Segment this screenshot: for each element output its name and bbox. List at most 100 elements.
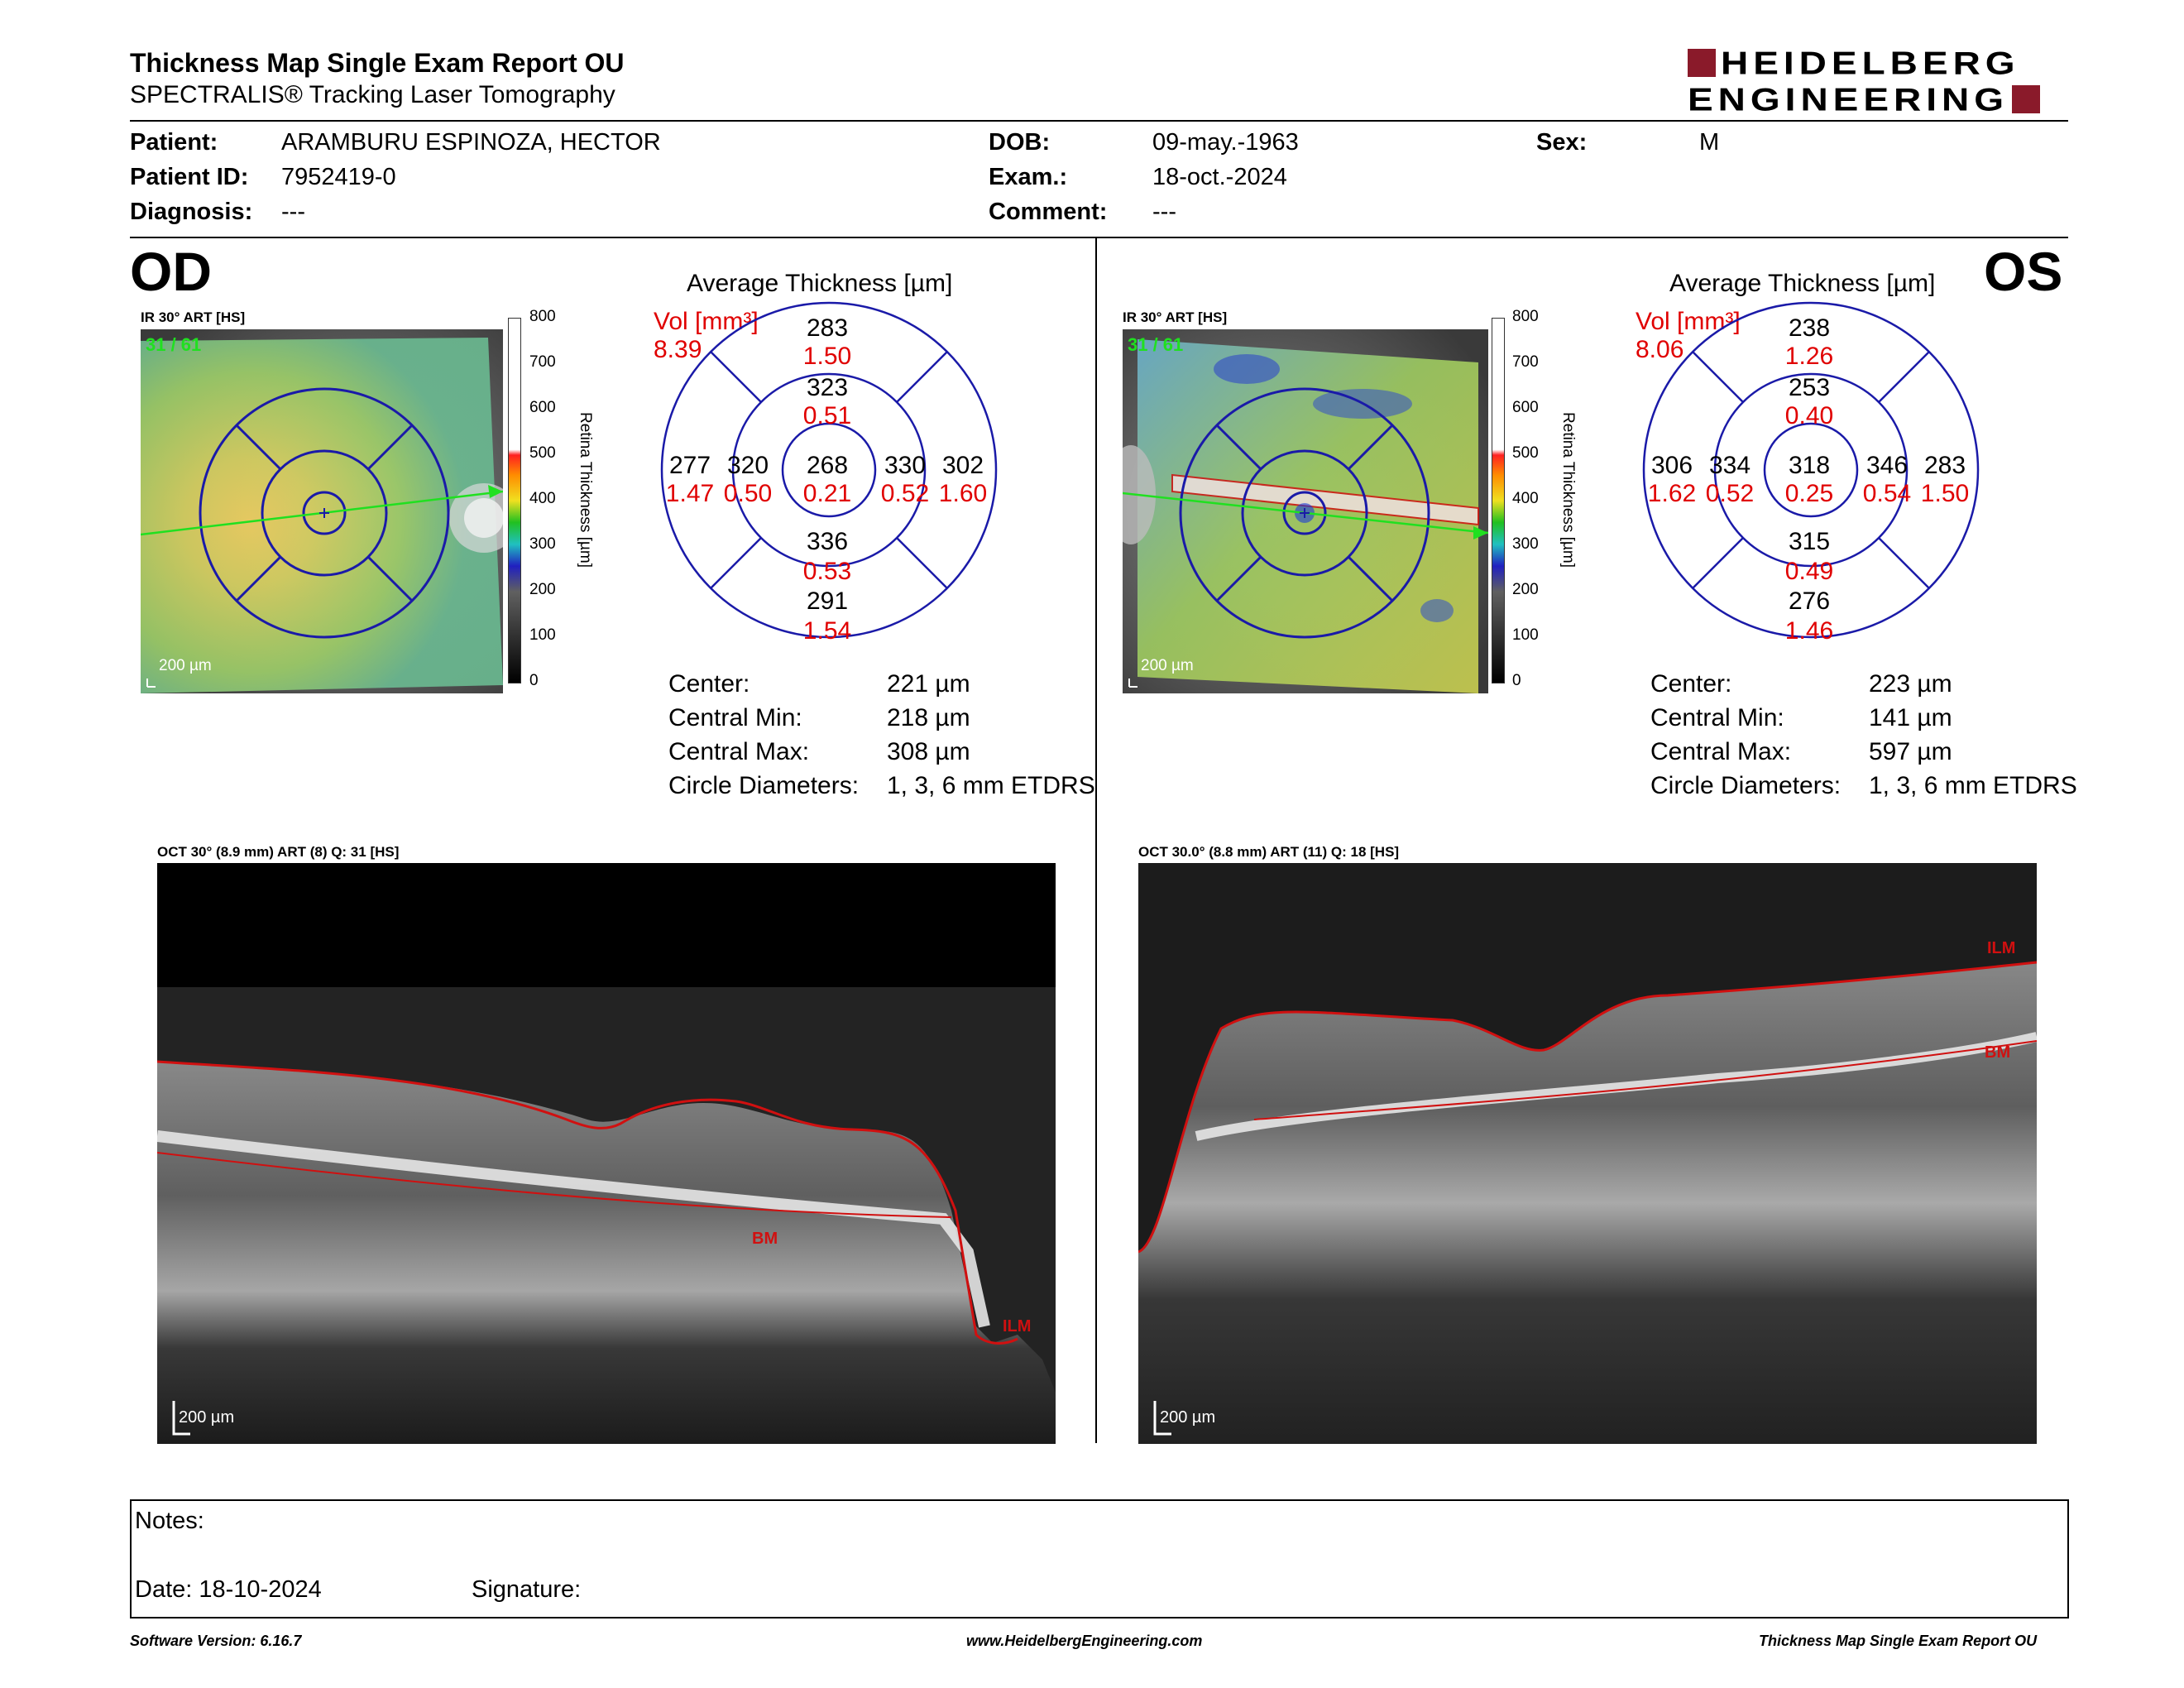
od-tick: 500 [529, 444, 556, 462]
comment-label: Comment: [989, 199, 1108, 225]
od-oct-scale-label: 200 µm [179, 1408, 235, 1427]
comment-value: --- [1152, 199, 1176, 225]
od-outer-left-volume: 1.47 [665, 480, 715, 507]
od-oct-caption: OCT 30° (8.9 mm) ART (8) Q: 31 [HS] [157, 844, 400, 860]
patient-divider [130, 237, 2068, 238]
os-stat-min-value: 141 µm [1869, 704, 1952, 731]
patient-label: Patient: [130, 129, 218, 156]
od-oct-bscan [156, 863, 1056, 1444]
os-tick: 800 [1512, 308, 1539, 325]
dob-value: 09-may.-1963 [1152, 129, 1299, 156]
os-etdrs-grid [1642, 301, 1980, 639]
od-stat-min-label: Central Min: [668, 704, 802, 731]
od-inner-right-volume: 0.52 [880, 480, 930, 507]
od-stat-diam-label: Circle Diameters: [668, 772, 860, 799]
patient-id-label: Patient ID: [130, 164, 249, 190]
od-outer-top-thickness: 283 [806, 314, 849, 342]
od-outer-bottom-thickness: 291 [806, 587, 849, 615]
heidelberg-logo: HEIDELBERG ENGINEERING [1688, 45, 2068, 117]
os-stat-center-label: Center: [1650, 670, 1732, 698]
footer-website: www.HeidelbergEngineering.com [966, 1633, 1203, 1649]
od-outer-right-thickness: 302 [941, 452, 984, 479]
od-stat-diam-value: 1, 3, 6 mm ETDRS [887, 772, 1095, 799]
os-stat-max-label: Central Max: [1650, 738, 1792, 765]
od-outer-right-volume: 1.60 [938, 480, 988, 507]
os-tick: 200 [1512, 581, 1539, 598]
od-fundus-image [141, 329, 503, 693]
os-colorbar-label: Retina Thickness [µm] [1559, 412, 1577, 568]
od-frame-counter: 31 / 61 [146, 334, 202, 355]
os-stat-diam-label: Circle Diameters: [1650, 772, 1842, 799]
patient-name: ARAMBURU ESPINOZA, HECTOR [281, 129, 661, 156]
report-subtitle: SPECTRALIS® Tracking Laser Tomography [130, 81, 615, 108]
dob-label: DOB: [989, 129, 1051, 156]
os-inner-right-thickness: 346 [1866, 452, 1909, 479]
os-tick: 600 [1512, 399, 1539, 416]
os-inner-right-volume: 0.54 [1862, 480, 1912, 507]
logo-line1: HEIDELBERG [1721, 44, 2020, 82]
os-stat-max-value: 597 µm [1869, 738, 1952, 765]
od-bm-label: BM [752, 1230, 778, 1248]
od-etdrs-grid [660, 301, 998, 639]
os-ir-caption: IR 30° ART [HS] [1123, 309, 1228, 325]
od-tick: 100 [529, 626, 556, 644]
os-center-volume: 0.25 [1784, 480, 1834, 507]
os-oct-scale-label: 200 µm [1160, 1408, 1216, 1427]
sex-label: Sex: [1536, 129, 1588, 156]
od-inner-top-volume: 0.51 [802, 402, 852, 429]
os-inner-left-thickness: 334 [1708, 452, 1751, 479]
os-ilm-label: ILM [1987, 939, 2016, 957]
sex-value: M [1699, 129, 1720, 156]
od-tick: 300 [529, 535, 556, 553]
os-outer-right-volume: 1.50 [1920, 480, 1970, 507]
diagnosis-label: Diagnosis: [130, 199, 253, 225]
os-stat-diam-value: 1, 3, 6 mm ETDRS [1869, 772, 2077, 799]
os-vol-label: Vol [mm³] [1636, 308, 1741, 335]
os-oct-bscan [1138, 863, 2038, 1444]
od-eye-label: OD [130, 241, 212, 302]
signature-label: Signature: [472, 1576, 582, 1603]
diagnosis-value: --- [281, 199, 305, 225]
os-inner-top-volume: 0.40 [1784, 402, 1834, 429]
exam-label: Exam.: [989, 164, 1068, 190]
od-stat-center-label: Center: [668, 670, 750, 698]
os-tick: 400 [1512, 490, 1539, 507]
od-tick: 700 [529, 353, 556, 371]
os-outer-bottom-thickness: 276 [1788, 587, 1831, 615]
od-center-thickness: 268 [806, 452, 849, 479]
os-tick: 700 [1512, 353, 1539, 371]
os-grid-title: Average Thickness [µm] [1669, 270, 1936, 297]
od-inner-bottom-thickness: 336 [806, 528, 849, 555]
od-inner-left-thickness: 320 [726, 452, 769, 479]
os-stat-min-label: Central Min: [1650, 704, 1784, 731]
os-bm-label: BM [1985, 1043, 2011, 1062]
os-scale-bar-label: 200 µm [1141, 657, 1194, 674]
os-outer-bottom-volume: 1.46 [1784, 617, 1834, 645]
os-outer-top-thickness: 238 [1788, 314, 1831, 342]
os-vol-total: 8.06 [1636, 336, 1684, 363]
od-tick: 200 [529, 581, 556, 598]
os-tick: 0 [1512, 672, 1521, 689]
od-outer-bottom-volume: 1.54 [802, 617, 852, 645]
od-stat-min-value: 218 µm [887, 704, 970, 731]
od-stat-center-value: 221 µm [887, 670, 970, 698]
header-divider [130, 120, 2068, 122]
od-stat-max-value: 308 µm [887, 738, 970, 765]
od-ir-caption: IR 30° ART [HS] [141, 309, 246, 325]
os-tick: 500 [1512, 444, 1539, 462]
footer-software-version: Software Version: 6.16.7 [130, 1633, 302, 1649]
od-outer-left-thickness: 277 [668, 452, 711, 479]
od-vol-total: 8.39 [654, 336, 702, 363]
notes-label: Notes: [135, 1508, 204, 1534]
od-ilm-label: ILM [1003, 1317, 1032, 1336]
logo-square-icon-2 [2012, 85, 2041, 113]
notes-box [130, 1499, 2069, 1618]
od-colorbar [508, 318, 521, 683]
os-inner-bottom-volume: 0.49 [1784, 558, 1834, 585]
patient-id: 7952419-0 [281, 164, 396, 190]
od-outer-top-volume: 1.50 [802, 343, 852, 370]
exam-value: 18-oct.-2024 [1152, 164, 1287, 190]
os-center-thickness: 318 [1788, 452, 1831, 479]
od-tick: 400 [529, 490, 556, 507]
os-colorbar-ticks: 800 700 600 500 400 300 200 100 0 [1512, 308, 1545, 697]
